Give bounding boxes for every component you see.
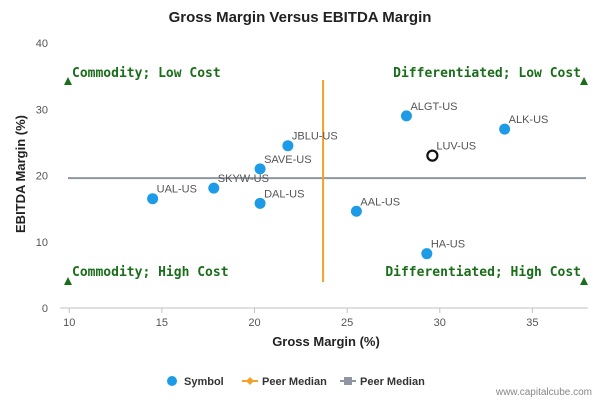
data-point — [208, 182, 220, 194]
data-point-label: ALGT-US — [410, 101, 457, 113]
legend-marker-circle — [167, 376, 177, 386]
x-tick-label: 25 — [341, 317, 353, 329]
legend-marker-square — [344, 377, 352, 385]
chart-title: Gross Margin Versus EBITDA Margin — [169, 9, 432, 26]
data-point-label: SKYW-US — [218, 173, 269, 185]
y-tick-label: 20 — [36, 171, 48, 183]
quadrant-label-top-left: Commodity; Low Cost — [72, 66, 221, 81]
legend-label: Peer Median — [262, 376, 327, 388]
quadrant-label-top-right: Differentiated; Low Cost — [393, 66, 581, 81]
x-ticks: 10 15 20 25 30 35 — [63, 308, 539, 329]
y-tick-label: 30 — [36, 104, 48, 116]
triangle-marker-bottom-right — [580, 277, 588, 285]
data-point — [350, 205, 362, 217]
data-point-label: SAVE-US — [264, 154, 311, 166]
highlight-point-label: LUV-US — [436, 141, 476, 153]
y-tick-label: 0 — [42, 303, 48, 315]
data-point-label: JBLU-US — [292, 131, 338, 143]
x-tick-label: 30 — [434, 317, 446, 329]
x-tick-label: 20 — [248, 317, 260, 329]
peer-median-lines — [68, 80, 586, 282]
triangle-marker-bottom-left — [64, 277, 72, 285]
legend-label: Symbol — [184, 376, 224, 388]
data-point — [282, 140, 294, 152]
x-axis-title: Gross Margin (%) — [272, 334, 380, 349]
quadrant-labels: Commodity; Low Cost Differentiated; Low C… — [64, 66, 588, 285]
legend-label: Peer Median — [360, 376, 425, 388]
quadrant-label-bottom-left: Commodity; High Cost — [72, 265, 229, 280]
x-tick-label: 35 — [526, 317, 538, 329]
data-point — [254, 197, 266, 209]
triangle-marker-top-right — [580, 77, 588, 85]
data-point-label: ALK-US — [509, 114, 549, 126]
y-ticks: 0 10 20 30 40 — [36, 38, 48, 315]
data-point — [499, 123, 511, 135]
legend: Symbol Peer Median Peer Median — [167, 376, 425, 388]
data-point-label: HA-US — [431, 239, 465, 251]
data-point — [147, 193, 159, 205]
data-point-label: AAL-US — [360, 196, 400, 208]
data-point-label: DAL-US — [264, 188, 304, 200]
data-point — [421, 248, 433, 260]
x-tick-label: 10 — [63, 317, 75, 329]
credit-text: www.capitalcube.com — [495, 387, 592, 398]
data-point — [400, 110, 412, 122]
quadrant-label-bottom-right: Differentiated; High Cost — [385, 265, 581, 280]
y-tick-label: 10 — [36, 237, 48, 249]
data-points: UAL-US SKYW-US DAL-US SAVE-US JBLU-US AAL-US A… — [147, 101, 549, 260]
legend-marker-diamond — [246, 377, 254, 385]
triangle-marker-top-left — [64, 77, 72, 85]
x-tick-label: 15 — [156, 317, 168, 329]
y-axis-title: EBITDA Margin (%) — [13, 115, 28, 233]
highlight-point — [426, 149, 439, 162]
y-tick-label: 40 — [36, 38, 48, 50]
data-point — [254, 163, 266, 175]
data-point-label: UAL-US — [157, 184, 197, 196]
